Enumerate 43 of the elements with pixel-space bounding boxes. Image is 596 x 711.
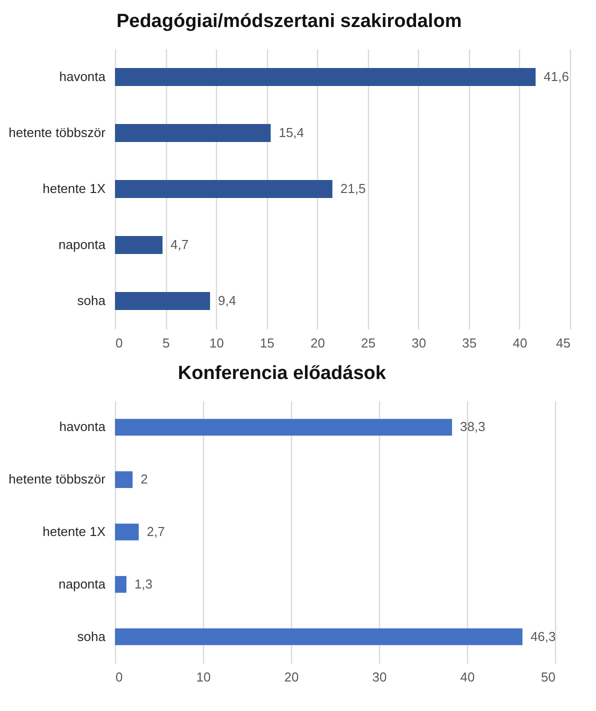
x-tick-label: 20 <box>284 670 299 684</box>
bar <box>115 236 163 254</box>
data-label: 1,3 <box>134 576 153 592</box>
x-tick-label: 30 <box>412 336 426 350</box>
y-tick-label: naponta <box>58 576 106 592</box>
bar <box>115 68 536 86</box>
chart-title: Pedagógiai/módszertani szakirodalom <box>116 11 462 32</box>
y-tick-label: hetente többször <box>8 472 106 487</box>
x-tick-label: 40 <box>460 670 475 684</box>
x-tick-label: 30 <box>372 670 387 684</box>
x-tick-label: 10 <box>209 336 224 350</box>
bar <box>115 124 271 142</box>
data-label: 15,4 <box>278 125 304 140</box>
x-tick-label: 35 <box>462 336 477 350</box>
data-label: 38,3 <box>460 419 486 434</box>
data-label: 2,7 <box>146 524 165 539</box>
y-tick-label: hetente 1X <box>42 181 106 196</box>
y-tick-label: hetente 1X <box>42 524 106 539</box>
y-tick-label: soha <box>77 628 106 644</box>
bar <box>115 180 332 198</box>
x-tick-label: 5 <box>162 336 170 350</box>
x-tick-label: 10 <box>196 670 211 684</box>
y-tick-label: naponta <box>58 237 106 252</box>
x-tick-label: 40 <box>512 336 528 350</box>
y-tick-label: havonta <box>59 419 106 434</box>
y-tick-label: soha <box>77 293 106 308</box>
x-tick-label: 15 <box>260 336 274 350</box>
data-label: 9,4 <box>218 293 236 308</box>
chart-title: Konferencia előadások <box>178 363 386 384</box>
data-label: 41,6 <box>544 69 569 84</box>
data-label: 21,5 <box>340 181 366 196</box>
data-label: 4,7 <box>170 237 189 252</box>
data-label: 46,3 <box>530 628 556 644</box>
x-tick-label: 50 <box>541 670 556 684</box>
bar <box>115 292 210 310</box>
x-tick-label: 0 <box>116 336 123 350</box>
y-tick-label: havonta <box>59 69 106 84</box>
x-tick-label: 25 <box>361 336 376 350</box>
data-label: 2 <box>140 472 148 487</box>
y-tick-label: hetente többször <box>8 125 106 140</box>
x-tick-label: 45 <box>556 336 570 350</box>
x-tick-label: 0 <box>116 670 123 684</box>
x-tick-label: 20 <box>310 336 325 350</box>
